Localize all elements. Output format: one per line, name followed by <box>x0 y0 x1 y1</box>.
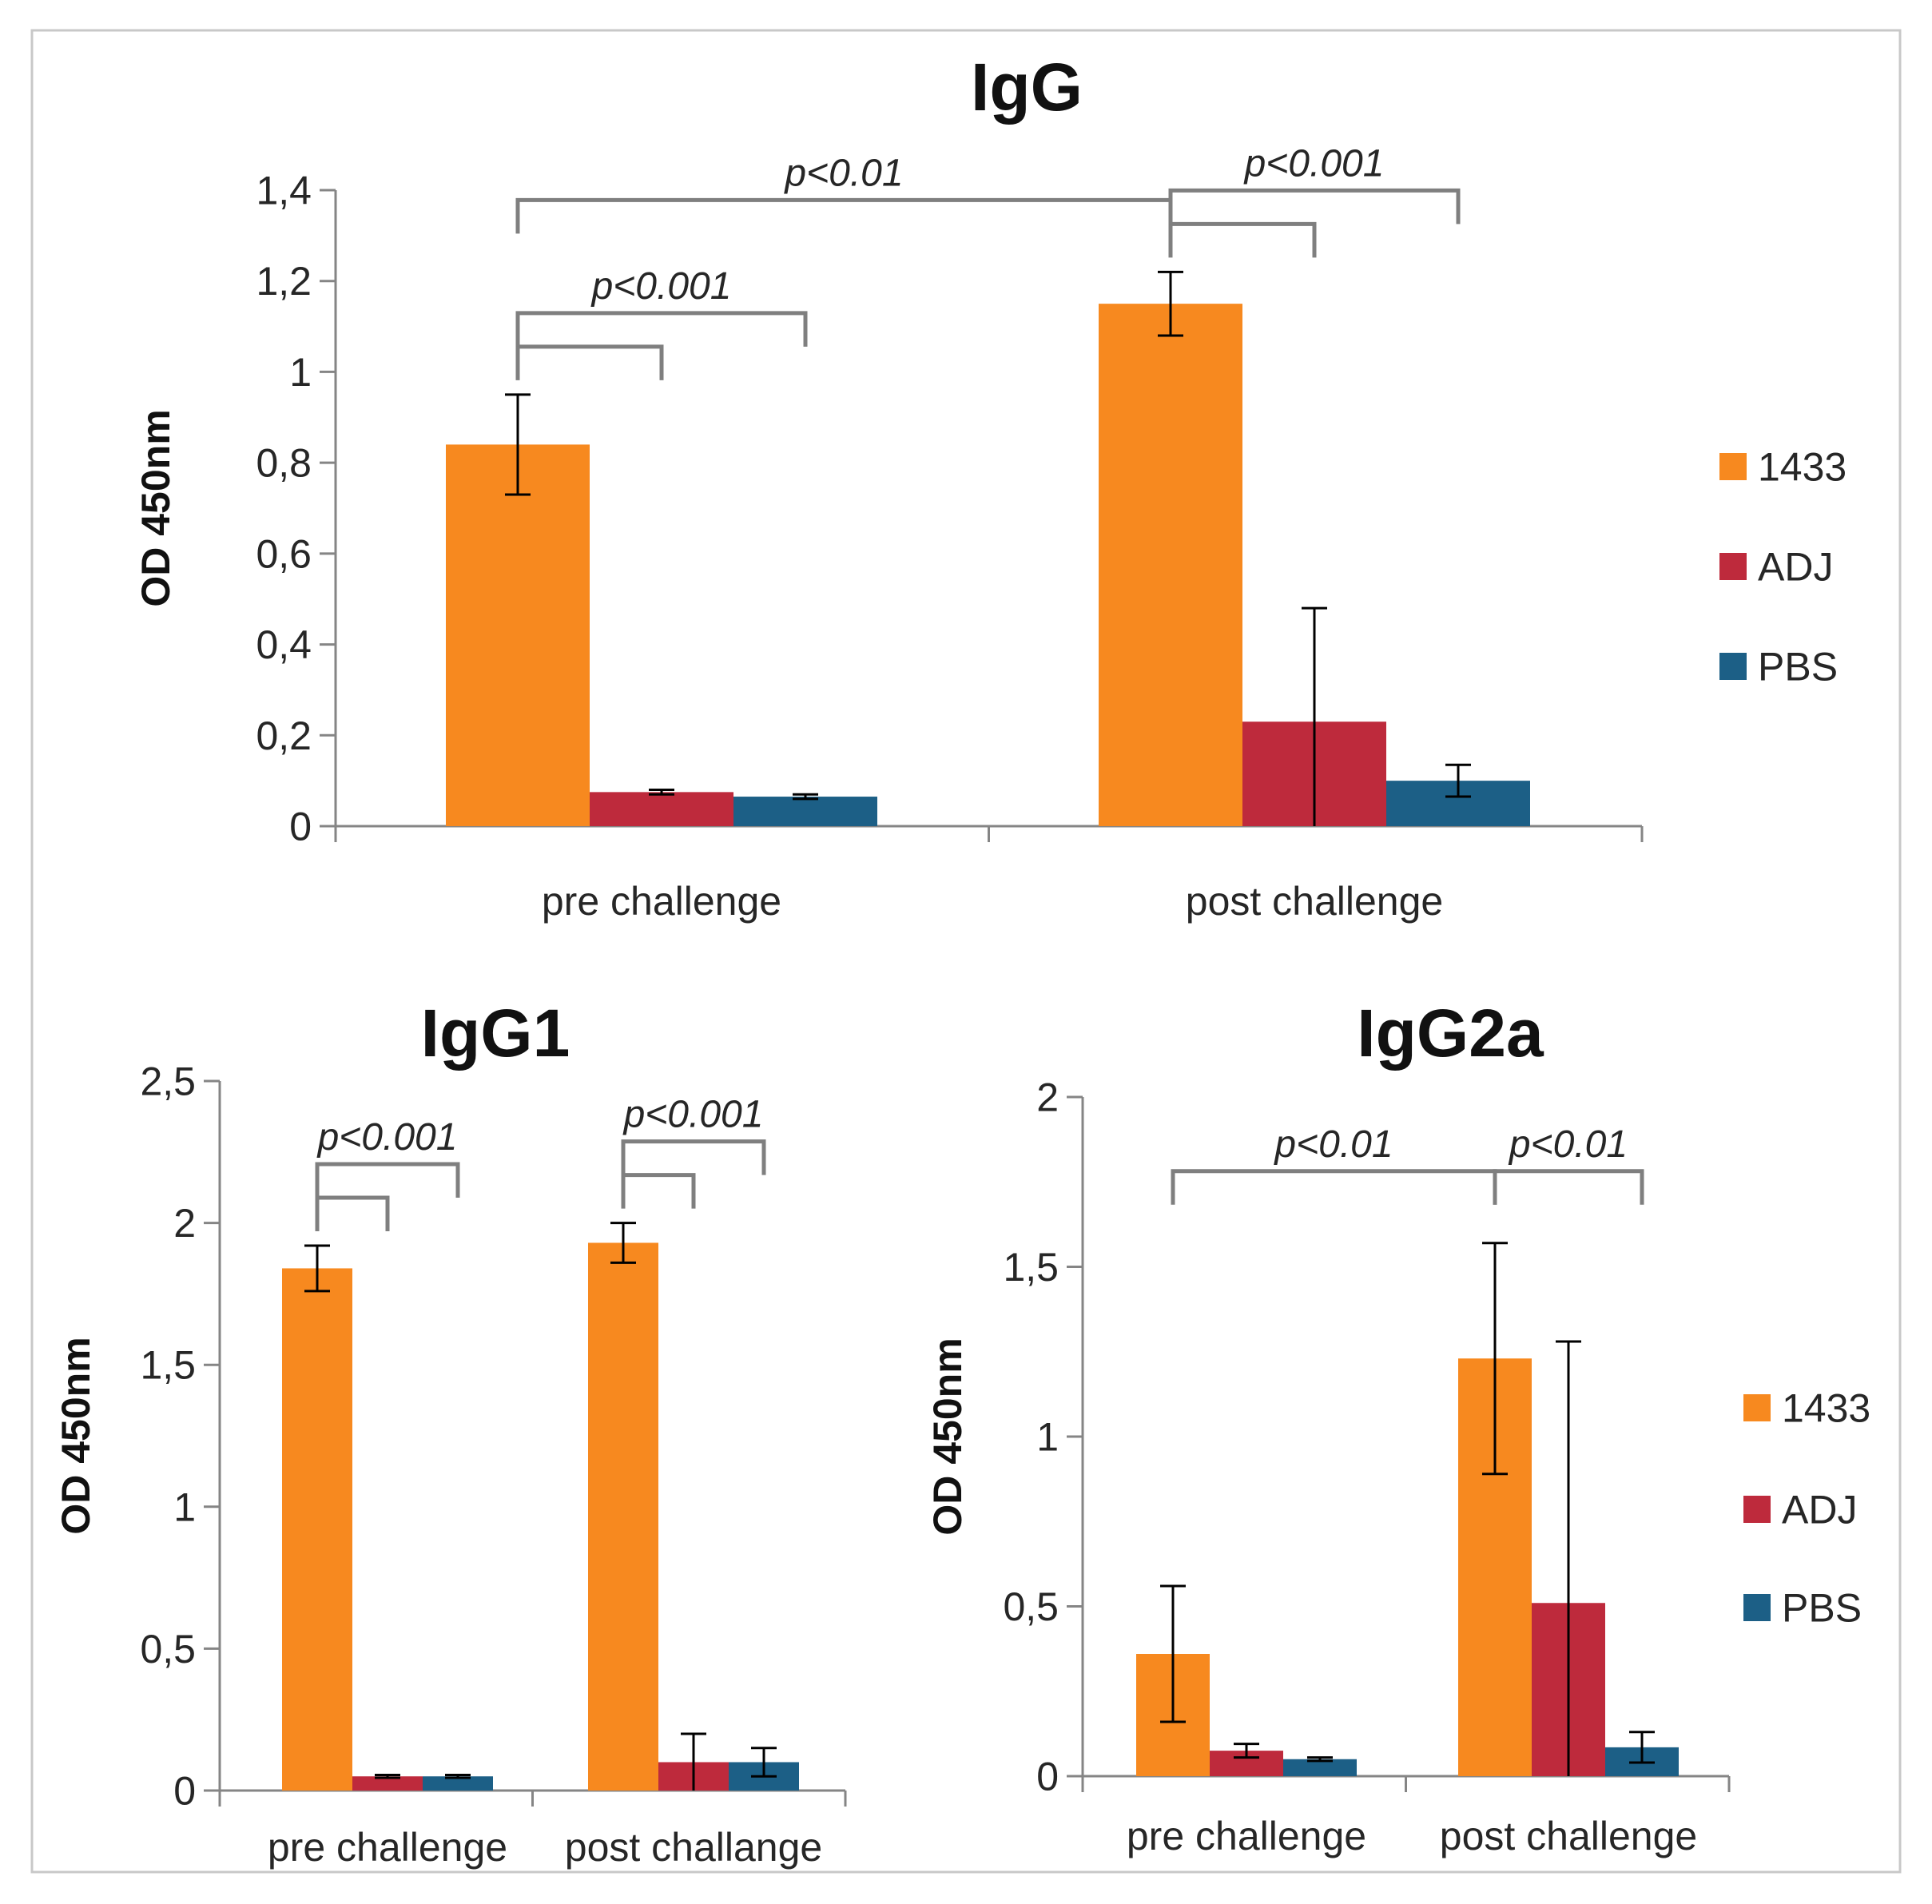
category-label: pre challenge <box>542 879 781 924</box>
y-tick-label: 2 <box>1036 1075 1059 1120</box>
category-label: post challenge <box>1440 1814 1697 1858</box>
bar-adj <box>590 792 733 826</box>
bar-pbs <box>733 797 877 826</box>
y-tick-label: 1,4 <box>256 169 312 213</box>
y-tick-label: 1,5 <box>1003 1245 1059 1290</box>
significance-bracket <box>515 311 808 347</box>
y-tick-label: 0,6 <box>256 531 312 576</box>
p-value-label: p<0.001 <box>316 1116 458 1159</box>
y-tick-label: 1,5 <box>140 1343 196 1388</box>
bar-pbs <box>1283 1759 1357 1776</box>
p-value-label: p<0.001 <box>622 1094 764 1136</box>
y-axis-label: OD 450nm <box>925 1338 970 1535</box>
legend-swatch-adj <box>1743 1496 1771 1523</box>
y-axis-label: OD 450nm <box>133 409 178 606</box>
category-label: post challenge <box>1186 879 1443 924</box>
p-value-label: p<0.001 <box>1243 142 1385 185</box>
legend-label: PBS <box>1782 1586 1862 1631</box>
bar-1433 <box>282 1268 352 1791</box>
y-tick-label: 1 <box>173 1485 196 1529</box>
chart-title: IgG <box>971 50 1083 125</box>
significance-bracket <box>621 1139 766 1175</box>
p-value-label: p<0.01 <box>1508 1123 1628 1166</box>
p-value-label: p<0.001 <box>590 265 732 308</box>
chart-igg1: IgG1 OD 450nm 0 0,5 1 1,5 2 2,5 pre challenge pos… <box>54 996 847 1870</box>
y-tick-label: 1,2 <box>256 259 312 304</box>
y-tick-label: 0,5 <box>140 1627 196 1671</box>
legend-swatch-1433 <box>1719 453 1747 480</box>
y-tick-label: 1 <box>1036 1415 1059 1460</box>
legend-label: 1433 <box>1782 1386 1870 1431</box>
bar-pbs <box>423 1776 493 1791</box>
legend-label: ADJ <box>1758 545 1833 590</box>
legend-label: ADJ <box>1782 1488 1857 1532</box>
significance-bracket <box>315 1195 390 1232</box>
chart-title: IgG2a <box>1357 996 1544 1071</box>
bar-adj <box>352 1776 423 1791</box>
legend-label: PBS <box>1758 645 1838 690</box>
y-tick-label: 0,8 <box>256 441 312 486</box>
category-label: post challange <box>565 1825 822 1870</box>
significance-bracket <box>1168 188 1461 225</box>
category-label: pre challenge <box>1127 1814 1366 1858</box>
y-tick-label: 2 <box>173 1201 196 1246</box>
y-tick-label: 2,5 <box>140 1059 196 1104</box>
significance-bracket <box>1168 221 1317 258</box>
y-tick-label: 1 <box>289 350 312 395</box>
legend-label: 1433 <box>1758 445 1847 490</box>
y-tick-label: 0 <box>173 1769 196 1814</box>
y-tick-label: 0,4 <box>256 622 312 667</box>
p-value-label: p<0.01 <box>783 152 903 194</box>
bar-1433 <box>446 444 590 826</box>
category-label: pre challenge <box>268 1825 507 1870</box>
chart-igg: IgG OD 450nm 0 0,2 0,4 0,6 0,8 1 1,2 1,4 pre chall… <box>133 50 1847 924</box>
significance-bracket <box>515 344 664 380</box>
y-axis-label: OD 450nm <box>54 1337 98 1534</box>
y-tick-label: 0,2 <box>256 714 312 758</box>
y-tick-label: 0 <box>289 805 312 849</box>
significance-bracket <box>621 1173 696 1209</box>
bar-1433 <box>588 1242 658 1791</box>
bar-1433 <box>1099 304 1242 827</box>
y-tick-label: 0,5 <box>1003 1584 1059 1629</box>
y-tick-label: 0 <box>1036 1755 1059 1799</box>
chart-title: IgG1 <box>421 996 570 1071</box>
chart-igg2a: IgG2a OD 450nm 0 0,5 1 1,5 2 pre challenge post … <box>925 996 1870 1858</box>
legend-swatch-pbs <box>1743 1594 1771 1621</box>
legend-swatch-pbs <box>1719 653 1747 680</box>
p-value-label: p<0.01 <box>1273 1123 1393 1166</box>
legend-swatch-adj <box>1719 553 1747 580</box>
legend-swatch-1433 <box>1743 1394 1771 1421</box>
charts-layer: IgG OD 450nm 0 0,2 0,4 0,6 0,8 1 1,2 1,4 pre chall… <box>54 50 1870 1870</box>
significance-bracket <box>315 1162 460 1198</box>
significance-bracket <box>1493 1169 1644 1205</box>
